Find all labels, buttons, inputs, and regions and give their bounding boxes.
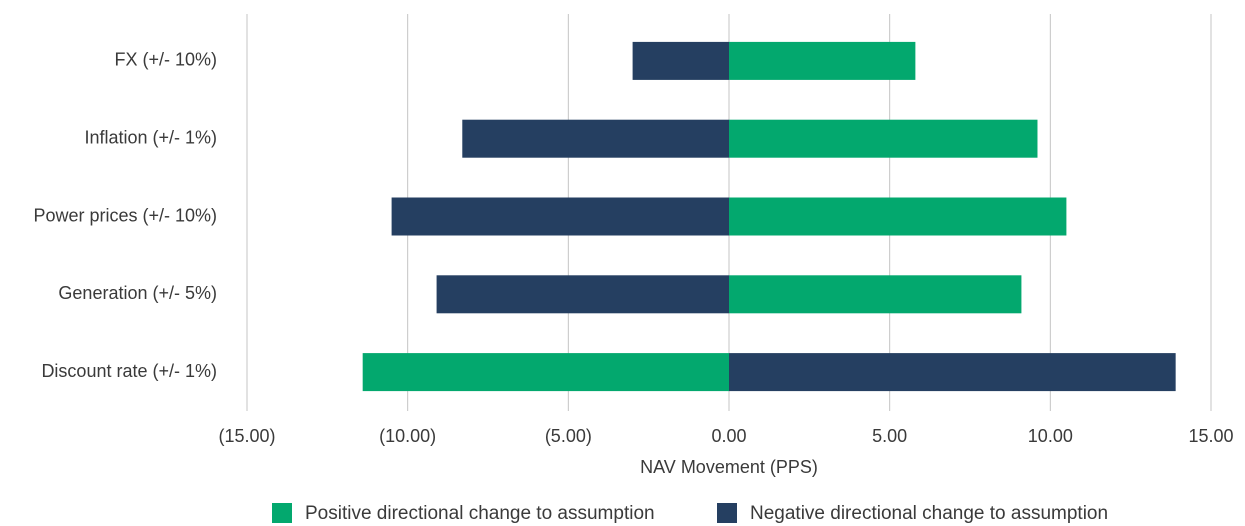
x-tick-label: 15.00 [1188,426,1233,446]
x-tick-label: (10.00) [379,426,436,446]
legend-swatch [717,503,737,523]
y-tick-label: Power prices (+/- 10%) [33,205,217,225]
y-tick-label: Discount rate (+/- 1%) [41,361,217,381]
y-tick-label: FX (+/- 10%) [114,50,217,70]
y-tick-label: Inflation (+/- 1%) [84,127,217,147]
x-tick-label: 5.00 [872,426,907,446]
bar [391,197,729,236]
legend-swatch [272,503,292,523]
bar [729,197,1067,236]
bar [729,41,916,80]
y-tick-label: Generation (+/- 5%) [58,283,217,303]
legend-label: Positive directional change to assumptio… [305,503,655,524]
x-axis-title: NAV Movement (PPS) [640,457,818,477]
x-tick-label: 10.00 [1028,426,1073,446]
x-tick-label: (15.00) [218,426,275,446]
x-tick-label: 0.00 [711,426,746,446]
bar [436,275,729,314]
bar [729,119,1038,158]
bar [729,353,1176,392]
bar [632,41,729,80]
legend-label: Negative directional change to assumptio… [750,503,1108,524]
bar [729,275,1022,314]
bar [462,119,729,158]
bar [362,353,729,392]
x-tick-label: (5.00) [545,426,592,446]
